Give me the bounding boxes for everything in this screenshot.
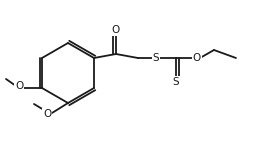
Text: O: O: [15, 81, 23, 91]
Text: S: S: [173, 77, 179, 87]
Text: O: O: [43, 109, 51, 119]
Text: S: S: [153, 53, 159, 63]
Text: O: O: [112, 25, 120, 35]
Text: O: O: [193, 53, 201, 63]
